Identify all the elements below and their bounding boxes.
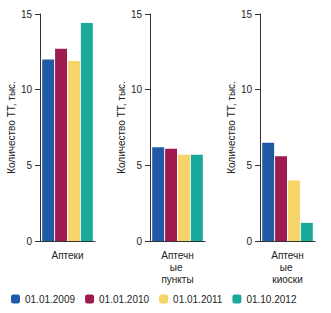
svg-text:ые: ые <box>170 262 186 273</box>
svg-text:01.01.2010: 01.01.2010 <box>99 294 149 305</box>
svg-text:пункты: пункты <box>161 274 193 285</box>
svg-text:5: 5 <box>26 160 32 171</box>
svg-text:01.01.2009: 01.01.2009 <box>25 294 75 305</box>
svg-text:5: 5 <box>136 160 142 171</box>
svg-text:Аптечн: Аптечн <box>271 250 304 261</box>
svg-text:Количество ТТ, тыс.: Количество ТТ, тыс. <box>116 81 127 174</box>
svg-text:15: 15 <box>21 9 33 20</box>
svg-text:01.10.2012: 01.10.2012 <box>246 294 296 305</box>
svg-text:10: 10 <box>131 84 143 95</box>
svg-text:Аптеки: Аптеки <box>51 250 83 261</box>
svg-text:5: 5 <box>246 160 252 171</box>
svg-text:01.01.2011: 01.01.2011 <box>173 294 223 305</box>
svg-text:Количество ТТ, тыс.: Количество ТТ, тыс. <box>6 81 17 174</box>
svg-text:ые: ые <box>280 262 296 273</box>
svg-text:10: 10 <box>241 84 253 95</box>
svg-text:15: 15 <box>131 9 143 20</box>
svg-text:0: 0 <box>246 236 252 247</box>
svg-text:Аптечн: Аптечн <box>161 250 194 261</box>
svg-text:0: 0 <box>26 236 32 247</box>
svg-text:10: 10 <box>21 84 33 95</box>
svg-text:0: 0 <box>136 236 142 247</box>
svg-text:15: 15 <box>241 9 253 20</box>
svg-text:Количество ТТ, тыс.: Количество ТТ, тыс. <box>226 81 237 174</box>
svg-text:киоски: киоски <box>272 274 302 285</box>
